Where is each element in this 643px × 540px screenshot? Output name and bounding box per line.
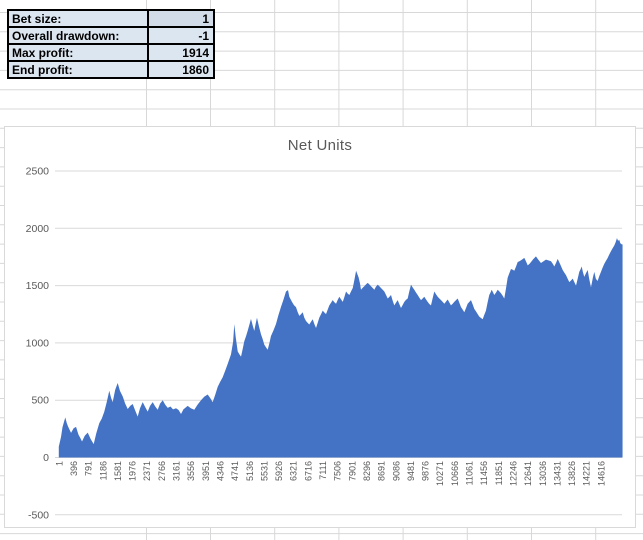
- stats-table: Bet size: 1 Overall drawdown: -1 Max pro…: [7, 9, 215, 79]
- svg-text:1976: 1976: [128, 461, 138, 481]
- svg-text:9876: 9876: [421, 461, 431, 481]
- svg-text:13431: 13431: [552, 461, 562, 486]
- svg-text:13036: 13036: [538, 461, 548, 486]
- svg-text:14221: 14221: [582, 461, 592, 486]
- svg-text:2371: 2371: [142, 461, 152, 481]
- svg-text:11061: 11061: [465, 461, 475, 485]
- svg-text:0: 0: [43, 452, 49, 464]
- net-units-chart[interactable]: 2500 2000 1500 1000 500 0 -500 1 396 791 1186 1581 1…: [4, 126, 636, 528]
- svg-text:7901: 7901: [347, 461, 357, 481]
- svg-text:7111: 7111: [318, 461, 328, 480]
- stat-label[interactable]: Overall drawdown:: [7, 26, 149, 45]
- svg-text:396: 396: [69, 461, 79, 476]
- stat-value[interactable]: 1: [147, 9, 215, 28]
- svg-text:12246: 12246: [508, 461, 518, 486]
- svg-text:5926: 5926: [274, 461, 284, 481]
- svg-text:9086: 9086: [391, 461, 401, 481]
- area-series: [58, 238, 623, 458]
- svg-text:3556: 3556: [186, 461, 196, 481]
- table-row: End profit: 1860: [7, 60, 215, 79]
- table-row: Bet size: 1: [7, 9, 215, 28]
- svg-text:5531: 5531: [259, 461, 269, 481]
- stat-value[interactable]: 1914: [147, 43, 215, 62]
- svg-text:8691: 8691: [377, 461, 387, 481]
- stat-value[interactable]: 1860: [147, 60, 215, 79]
- svg-text:-500: -500: [28, 509, 49, 521]
- svg-text:5136: 5136: [245, 461, 255, 481]
- svg-text:7506: 7506: [333, 461, 343, 481]
- svg-text:1186: 1186: [98, 461, 108, 480]
- svg-text:4741: 4741: [230, 461, 240, 481]
- svg-text:2000: 2000: [26, 223, 50, 235]
- svg-text:10666: 10666: [450, 461, 460, 486]
- svg-text:500: 500: [31, 395, 49, 407]
- svg-text:791: 791: [84, 461, 94, 476]
- stat-label[interactable]: End profit:: [7, 60, 149, 79]
- chart-plot: 2500 2000 1500 1000 500 0 -500 1 396 791 1186 1581 1…: [26, 166, 623, 521]
- svg-text:10271: 10271: [435, 461, 445, 486]
- svg-text:6716: 6716: [303, 461, 313, 481]
- svg-text:11456: 11456: [479, 461, 489, 485]
- table-row: Overall drawdown: -1: [7, 26, 215, 45]
- stat-value[interactable]: -1: [147, 26, 215, 45]
- svg-text:4346: 4346: [215, 461, 225, 481]
- svg-text:6321: 6321: [289, 461, 299, 481]
- svg-text:2500: 2500: [26, 166, 50, 178]
- svg-text:1000: 1000: [26, 337, 50, 349]
- svg-text:1581: 1581: [113, 461, 123, 481]
- svg-text:1: 1: [54, 461, 64, 466]
- table-row: Max profit: 1914: [7, 43, 215, 62]
- svg-text:1500: 1500: [26, 280, 50, 292]
- svg-text:8296: 8296: [362, 461, 372, 481]
- stat-label[interactable]: Max profit:: [7, 43, 149, 62]
- svg-text:3161: 3161: [172, 461, 182, 481]
- stat-label[interactable]: Bet size:: [7, 9, 149, 28]
- svg-text:2766: 2766: [157, 461, 167, 481]
- svg-text:11851: 11851: [494, 461, 504, 485]
- svg-text:3951: 3951: [201, 461, 211, 481]
- svg-text:13826: 13826: [567, 461, 577, 486]
- svg-text:9481: 9481: [406, 461, 416, 481]
- chart-title: Net Units: [287, 137, 353, 154]
- svg-text:12641: 12641: [523, 461, 533, 486]
- svg-text:14616: 14616: [596, 461, 606, 486]
